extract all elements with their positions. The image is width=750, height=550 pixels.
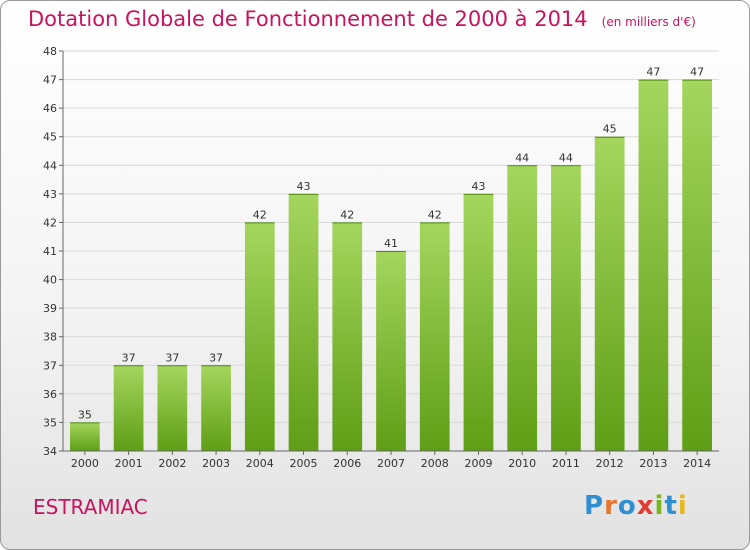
bar-value-label: 44 (515, 151, 529, 164)
bar (551, 165, 581, 452)
x-tick-label: 2004 (246, 457, 274, 470)
x-tick-label: 2012 (596, 457, 624, 470)
logo-letter: i (654, 491, 665, 521)
bar-value-label: 45 (603, 123, 617, 136)
y-tick-label: 45 (43, 131, 57, 144)
bar (113, 365, 144, 451)
bar-value-label: 42 (253, 208, 267, 221)
chart-subtitle: (en milliers d'€) (601, 15, 696, 29)
x-tick-label: 2014 (683, 457, 711, 470)
y-tick-label: 39 (43, 302, 57, 315)
bar (594, 136, 625, 451)
bar-value-label: 42 (340, 208, 354, 221)
bar (201, 365, 231, 451)
x-tick-label: 2006 (333, 457, 361, 470)
x-tick-label: 2009 (464, 457, 492, 470)
bar (682, 79, 713, 452)
logo-letter: x (636, 491, 655, 521)
bar (244, 222, 275, 451)
y-tick-label: 46 (43, 102, 57, 115)
x-tick-label: 2013 (639, 457, 667, 470)
bar (419, 222, 450, 451)
bar (507, 165, 538, 452)
logo-letter: o (617, 491, 637, 521)
logo-letter: P (584, 491, 605, 521)
bar-value-label: 37 (122, 351, 136, 364)
x-tick-label: 2002 (158, 457, 186, 470)
y-tick-label: 34 (43, 445, 57, 458)
bar-value-label: 47 (690, 66, 704, 79)
bar-value-label: 42 (428, 208, 442, 221)
bar (376, 251, 406, 451)
x-tick-label: 2010 (508, 457, 536, 470)
x-tick-label: 2008 (421, 457, 449, 470)
bar-value-label: 43 (297, 180, 311, 193)
x-tick-label: 2000 (71, 457, 99, 470)
y-tick-label: 35 (43, 416, 57, 429)
x-tick-label: 2007 (377, 457, 405, 470)
axis-layer: 34 35 36 37 38 39 40 41 42 43 44 45 46 47 48 2000 2001 20… (43, 45, 719, 470)
bar-value-label: 37 (209, 351, 223, 364)
logo-letter: t (664, 491, 678, 521)
proxiti-logo: Proxiti (584, 491, 688, 521)
y-tick-label: 43 (43, 188, 57, 201)
y-tick-label: 44 (43, 159, 57, 172)
bar-value-label: 47 (646, 66, 660, 79)
commune-name: ESTRAMIAC (33, 495, 148, 519)
bar-value-label: 37 (165, 351, 179, 364)
bar (157, 365, 188, 451)
bar (463, 193, 494, 451)
bars-layer: 35 37 37 37 42 43 42 41 42 43 44 44 45 47 47 (69, 66, 713, 452)
bar-value-label: 43 (471, 180, 485, 193)
bar (69, 422, 100, 451)
bar-value-label: 35 (78, 408, 92, 421)
logo-letter: r (604, 491, 618, 521)
y-tick-label: 41 (43, 245, 57, 258)
y-tick-label: 47 (43, 74, 57, 87)
x-tick-label: 2001 (115, 457, 143, 470)
y-tick-label: 38 (43, 331, 57, 344)
logo-letter: i (677, 491, 688, 521)
bar-value-label: 44 (559, 151, 573, 164)
chart-title-text: Dotation Globale de Fonctionnement de 20… (28, 7, 588, 31)
bar (638, 79, 669, 452)
x-tick-label: 2005 (290, 457, 318, 470)
bar (332, 222, 363, 451)
y-tick-label: 40 (43, 274, 57, 287)
y-tick-label: 36 (43, 388, 57, 401)
bar (288, 193, 319, 451)
x-tick-label: 2011 (552, 457, 580, 470)
bar-value-label: 41 (384, 237, 398, 250)
y-tick-label: 42 (43, 216, 57, 229)
y-tick-label: 37 (43, 359, 57, 372)
chart-title: Dotation Globale de Fonctionnement de 20… (28, 7, 696, 31)
x-tick-label: 2003 (202, 457, 230, 470)
y-tick-label: 48 (43, 45, 57, 58)
